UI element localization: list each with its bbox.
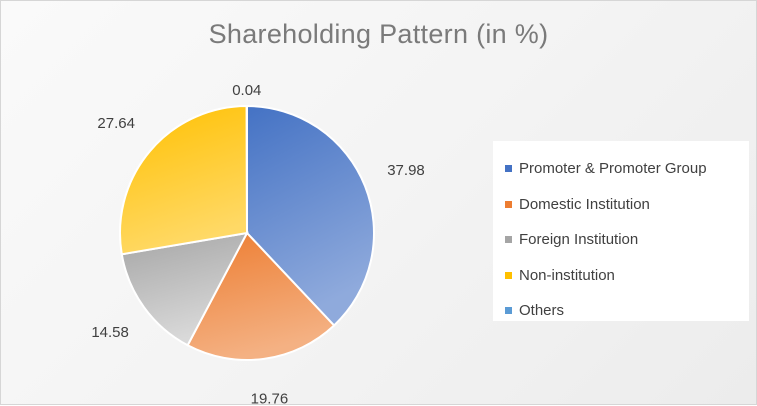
legend-item-non-institution: Non-institution [505, 258, 749, 294]
data-label-non-institution: 27.64 [97, 115, 135, 132]
legend-swatch [505, 236, 512, 243]
legend: Promoter & Promoter Group Domestic Instit… [493, 141, 749, 321]
legend-swatch [505, 272, 512, 279]
data-label-foreign-institution: 14.58 [91, 324, 129, 341]
legend-item-promoter-promoter-group: Promoter & Promoter Group [505, 151, 749, 187]
data-label-others: 0.04 [232, 82, 261, 99]
legend-swatch [505, 201, 512, 208]
legend-label: Domestic Institution [519, 196, 650, 213]
legend-label: Foreign Institution [519, 231, 638, 248]
legend-item-domestic-institution: Domestic Institution [505, 187, 749, 223]
pie-slice-non-institution [120, 106, 247, 254]
legend-item-others: Others [505, 293, 749, 329]
legend-swatch [505, 165, 512, 172]
data-label-domestic-institution: 19.76 [251, 391, 289, 406]
data-label-promoter-promoter-group: 37.98 [387, 162, 425, 179]
legend-label: Promoter & Promoter Group [519, 160, 707, 177]
legend-label: Non-institution [519, 267, 615, 284]
legend-item-foreign-institution: Foreign Institution [505, 222, 749, 258]
legend-swatch [505, 307, 512, 314]
legend-label: Others [519, 302, 564, 319]
